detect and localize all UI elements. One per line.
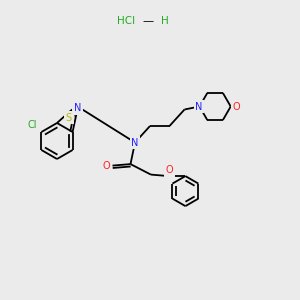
Text: O: O	[232, 101, 240, 112]
Text: HCl: HCl	[117, 16, 135, 26]
Text: N: N	[131, 137, 139, 148]
Text: N: N	[74, 103, 82, 113]
Text: H: H	[161, 16, 169, 26]
Text: O: O	[166, 165, 174, 175]
Text: N: N	[195, 101, 203, 112]
Text: Cl: Cl	[28, 119, 37, 130]
Text: O: O	[103, 160, 110, 171]
Text: S: S	[66, 112, 72, 123]
Text: —: —	[142, 16, 153, 26]
